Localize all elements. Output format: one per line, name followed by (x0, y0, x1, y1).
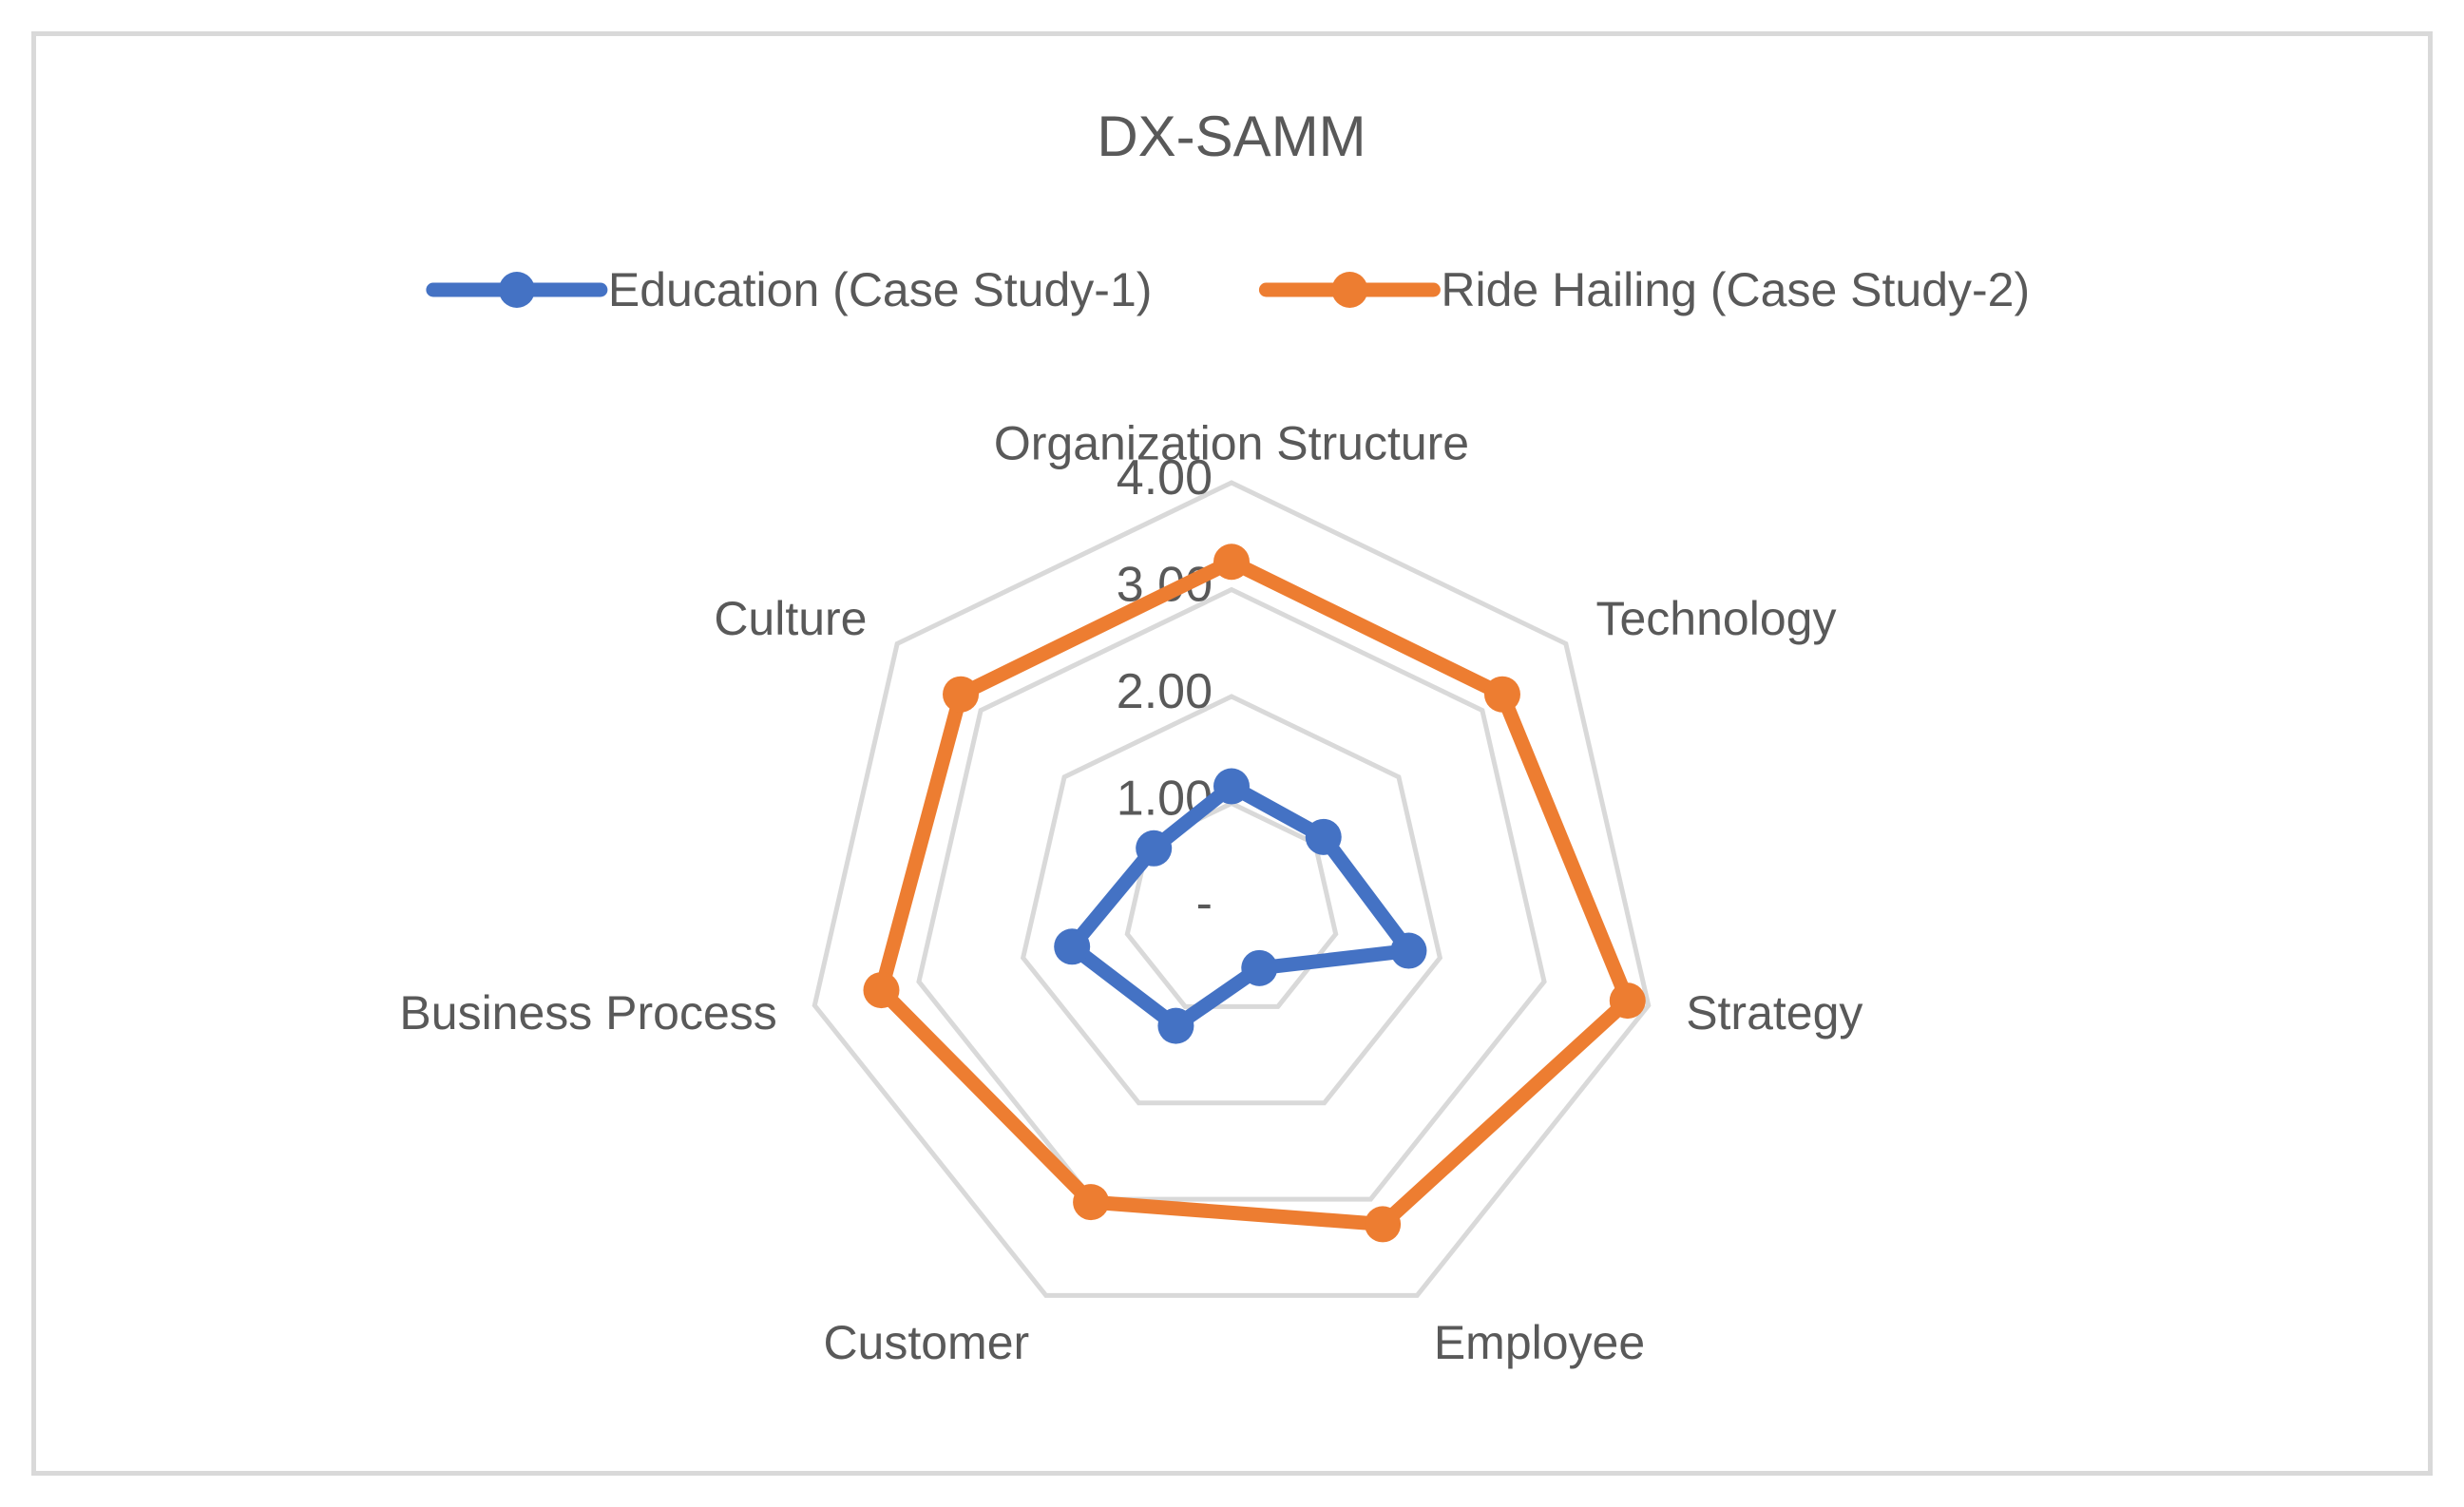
category-label-business-process: Business Process (399, 986, 776, 1040)
tick-label-4: 4.00 (1117, 450, 1213, 506)
category-label-customer: Customer (823, 1316, 1029, 1369)
legend-label-education-case-study-1: Education (Case Study-1) (608, 263, 1153, 316)
series-group (863, 544, 1646, 1243)
series-line-ride-hailing-case-study-2 (873, 554, 1635, 1231)
category-labels: Organization Structure Technology Strategy… (399, 417, 1862, 1369)
data-point-ride-hailing-case-study-2-business-process (863, 972, 900, 1009)
data-point-education-case-study-1-technology (1305, 818, 1342, 855)
legend-marker-education-case-study-1 (498, 272, 535, 308)
data-point-ride-hailing-case-study-2-culture (943, 676, 980, 713)
legend-marker-ride-hailing-case-study-2 (1331, 272, 1368, 308)
series-education-case-study-1 (1054, 768, 1427, 1044)
legend-label-ride-hailing-case-study-2: Ride Hailing (Case Study-2) (1441, 263, 2030, 316)
radar-grid (812, 480, 1652, 1298)
data-point-education-case-study-1-business-process (1054, 928, 1091, 965)
data-point-ride-hailing-case-study-2-customer (1073, 1184, 1110, 1221)
data-point-education-case-study-1-employee (1241, 949, 1278, 986)
series-ride-hailing-case-study-2 (863, 544, 1646, 1243)
legend: Education (Case Study-1) Ride Hailing (Ca… (426, 263, 2030, 316)
data-point-education-case-study-1-strategy (1390, 932, 1427, 969)
data-point-ride-hailing-case-study-2-technology (1483, 676, 1520, 713)
data-point-ride-hailing-case-study-2-strategy (1609, 982, 1646, 1020)
grid-ring-2 (1020, 694, 1443, 1106)
series-line-education-case-study-1 (1064, 779, 1416, 1034)
chart-title: DX-SAMM (1097, 105, 1366, 168)
category-label-organization-structure: Organization Structure (994, 417, 1469, 470)
tick-label-0: - (1196, 876, 1213, 931)
category-label-culture: Culture (714, 592, 867, 645)
grid-ring-3 (916, 586, 1547, 1202)
data-point-education-case-study-1-customer (1157, 1007, 1194, 1044)
data-point-education-case-study-1-organization-structure (1213, 768, 1250, 805)
chart-area (31, 31, 2433, 1476)
legend-item-ride-hailing-case-study-2: Ride Hailing (Case Study-2) (1258, 263, 2030, 316)
tick-label-2: 2.00 (1117, 664, 1213, 719)
category-label-employee: Employee (1434, 1316, 1645, 1369)
category-label-strategy: Strategy (1686, 986, 1862, 1040)
data-point-education-case-study-1-culture (1136, 830, 1173, 867)
data-point-ride-hailing-case-study-2-employee (1365, 1206, 1402, 1243)
grid-ring-4 (812, 480, 1652, 1298)
legend-item-education-case-study-1: Education (Case Study-1) (426, 263, 1153, 316)
category-label-technology: Technology (1595, 592, 1836, 645)
data-point-ride-hailing-case-study-2-organization-structure (1213, 544, 1250, 581)
